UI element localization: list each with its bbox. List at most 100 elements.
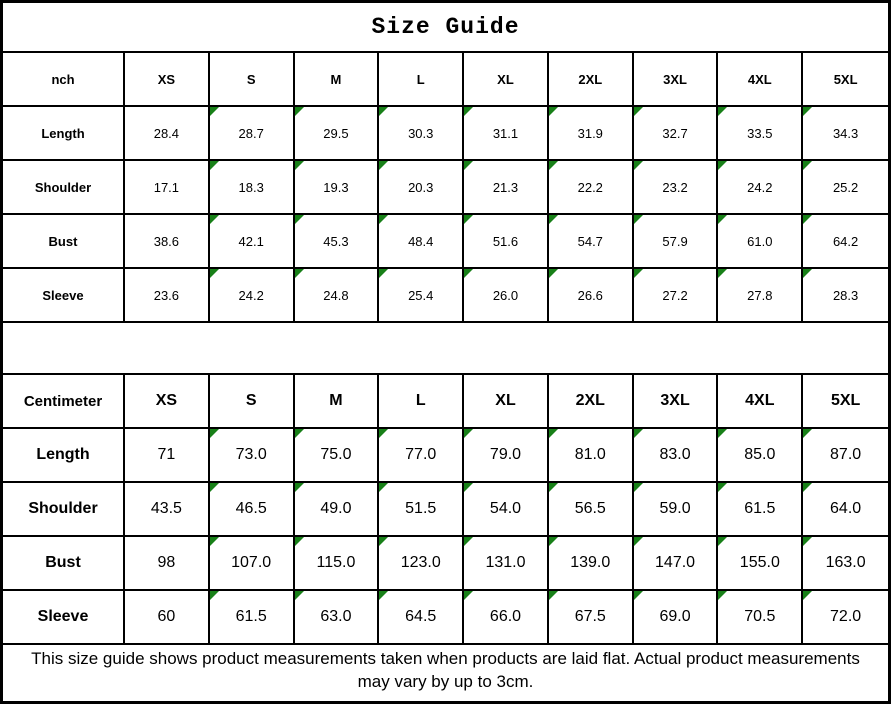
measurement-value-cell: 66.0: [464, 591, 549, 643]
cell-error-marker-icon: [209, 161, 219, 170]
cell-error-marker-icon: [209, 215, 219, 224]
measurement-value-cell: 123.0: [379, 537, 465, 589]
cell-error-marker-icon: [548, 537, 558, 546]
size-header-cell: L: [379, 53, 465, 105]
cell-error-marker-icon: [379, 483, 389, 492]
measurement-value-cell: 77.0: [379, 429, 465, 481]
cell-error-marker-icon: [294, 483, 304, 492]
cell-error-marker-icon: [633, 591, 643, 600]
measurement-value-cell: 51.5: [379, 483, 465, 535]
cell-error-marker-icon: [464, 215, 474, 224]
size-header-cell: S: [210, 53, 295, 105]
cell-error-marker-icon: [633, 537, 643, 546]
table-row: Shoulder 43.5 46.5 49.0 51.5 54.0 56.5 59.0 61.5…: [3, 483, 888, 537]
measurement-value-cell: 25.4: [379, 269, 465, 321]
measurement-value-cell: 85.0: [718, 429, 804, 481]
inch-table: nch XS S M L XL 2XL 3XL 4XL 5XL Length 28.4 28.7 29.5…: [3, 53, 888, 323]
measurement-value-cell: 54.0: [464, 483, 549, 535]
cell-error-marker-icon: [209, 591, 219, 600]
measurement-value-cell: 107.0: [209, 537, 295, 589]
measurement-value-cell: 139.0: [548, 537, 634, 589]
measurement-value-cell: 28.3: [803, 269, 888, 321]
cell-error-marker-icon: [464, 483, 474, 492]
cell-error-marker-icon: [379, 537, 389, 546]
cell-error-marker-icon: [209, 107, 219, 116]
size-header-cell: 4XL: [718, 375, 804, 427]
measurement-value-cell: 29.5: [294, 107, 380, 159]
measurement-value-cell: 64.0: [803, 483, 888, 535]
cell-error-marker-icon: [294, 161, 304, 170]
measurement-value-cell: 19.3: [294, 161, 380, 213]
cell-error-marker-icon: [294, 591, 304, 600]
cm-table: Centimeter XS S M L XL 2XL 3XL 4XL 5XL Length 71 73.…: [3, 375, 888, 645]
measurement-value-cell: 71: [125, 429, 210, 481]
measurement-value-cell: 31.9: [548, 107, 634, 159]
measurement-value-cell: 24.2: [209, 269, 295, 321]
cell-error-marker-icon: [633, 161, 643, 170]
size-header-cell: XS: [125, 53, 210, 105]
size-header-row: Centimeter XS S M L XL 2XL 3XL 4XL 5XL: [3, 375, 888, 429]
cell-error-marker-icon: [633, 269, 643, 278]
measurement-value-cell: 51.6: [464, 215, 549, 267]
size-header-cell: M: [295, 53, 380, 105]
measurement-value-cell: 43.5: [125, 483, 210, 535]
cell-error-marker-icon: [379, 161, 389, 170]
measurement-value-cell: 70.5: [718, 591, 804, 643]
cell-error-marker-icon: [548, 107, 558, 116]
size-header-cell: 5XL: [830, 392, 861, 409]
footer-note-line-1: This size guide shows product measuremen…: [31, 649, 860, 668]
measurement-label-cell: Bust: [3, 537, 125, 589]
cell-error-marker-icon: [209, 537, 219, 546]
measurement-value-cell: 26.6: [548, 269, 634, 321]
page-title: Size Guide: [3, 3, 888, 53]
measurement-value-cell: 23.2: [633, 161, 719, 213]
measurement-value-cell: 17.1: [125, 161, 210, 213]
cell-error-marker-icon: [548, 161, 558, 170]
cell-error-marker-icon: [379, 591, 389, 600]
measurement-value-cell: 72.0: [803, 591, 888, 643]
cell-error-marker-icon: [803, 215, 813, 224]
measurement-label-cell: Shoulder: [3, 483, 125, 535]
measurement-value-cell: 32.7: [633, 107, 719, 159]
cell-error-marker-icon: [633, 107, 643, 116]
size-header-cell: 3XL: [634, 375, 719, 427]
measurement-value-cell: 115.0: [294, 537, 380, 589]
cell-error-marker-icon: [464, 537, 474, 546]
measurement-label-cell: Sleeve: [3, 591, 125, 643]
measurement-value-cell: 48.4: [379, 215, 465, 267]
footer-note: This size guide shows product measuremen…: [3, 645, 888, 701]
size-header-cell: XS: [125, 375, 210, 427]
cell-error-marker-icon: [464, 269, 474, 278]
measurement-label-cell: Bust: [3, 215, 125, 267]
measurement-value-cell: 27.2: [633, 269, 719, 321]
unit-header-cell: Centimeter: [3, 375, 125, 427]
cell-error-marker-icon: [379, 107, 389, 116]
cell-error-marker-icon: [803, 591, 813, 600]
measurement-value-cell: 57.9: [633, 215, 719, 267]
measurement-value-cell: 49.0: [294, 483, 380, 535]
table-row: Sleeve 60 61.5 63.0 64.5 66.0 67.5 69.0 70.5 72.0: [3, 591, 888, 645]
measurement-value-cell: 38.6: [125, 215, 210, 267]
measurement-value-cell: 79.0: [464, 429, 549, 481]
cell-error-marker-icon: [718, 537, 728, 546]
measurement-value-cell: 64.5: [379, 591, 465, 643]
measurement-value-cell: 83.0: [633, 429, 719, 481]
measurement-value-cell: 64.2: [803, 215, 888, 267]
footer-note-line-2: may vary by up to 3cm.: [357, 671, 534, 691]
measurement-value-cell: 42.1: [209, 215, 295, 267]
measurement-value-cell: 147.0: [633, 537, 719, 589]
table-row: Length 28.4 28.7 29.5 30.3 31.1 31.9 32.7 33.5 34…: [3, 107, 888, 161]
measurement-value-cell: 69.0: [633, 591, 719, 643]
size-header-cell: 2XL: [549, 53, 634, 105]
cell-error-marker-icon: [209, 483, 219, 492]
cell-error-marker-icon: [718, 215, 728, 224]
table-row: Length 71 73.0 75.0 77.0 79.0 81.0 83.0 85.0 87.0: [3, 429, 888, 483]
measurement-value-cell: 34.3: [803, 107, 888, 159]
measurement-value-cell: 81.0: [548, 429, 634, 481]
cell-error-marker-icon: [548, 429, 558, 438]
size-header-cell: 3XL: [634, 53, 719, 105]
measurement-label-cell: Length: [3, 429, 125, 481]
measurement-label-cell: Length: [3, 107, 125, 159]
size-header-row: nch XS S M L XL 2XL 3XL 4XL 5XL: [3, 53, 888, 107]
cell-error-marker-icon: [548, 215, 558, 224]
